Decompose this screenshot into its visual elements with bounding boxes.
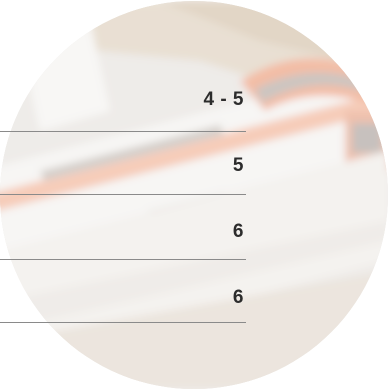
row-value-3: 6 <box>232 221 244 242</box>
row-value-1: 4 - 5 <box>203 89 244 110</box>
row-divider-2 <box>0 194 246 195</box>
row-value-2: 5 <box>232 155 244 176</box>
row-divider-1 <box>0 131 246 132</box>
row-divider-4 <box>0 322 246 323</box>
row-value-4: 6 <box>232 287 244 308</box>
row-divider-3 <box>0 259 246 260</box>
